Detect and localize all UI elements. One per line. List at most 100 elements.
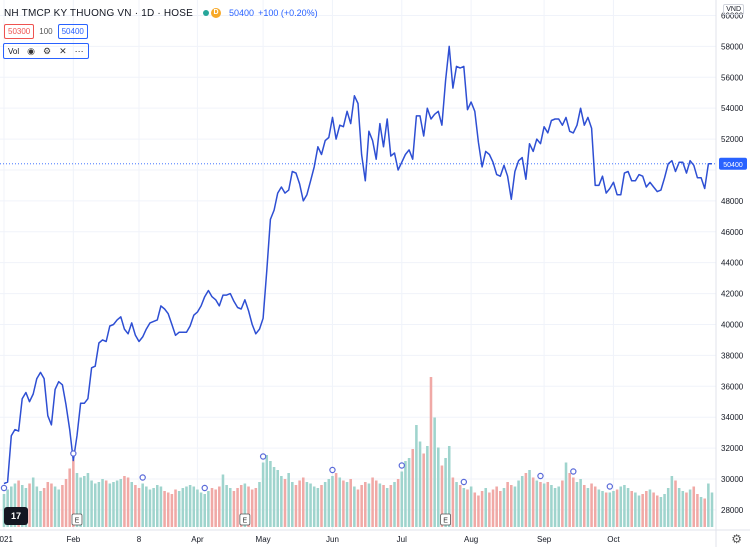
volume-bar (648, 489, 652, 527)
tradingview-logo[interactable]: 17 (4, 507, 28, 525)
volume-bar (269, 461, 272, 527)
volume-bar (101, 479, 104, 527)
earnings-marker (71, 513, 83, 526)
y-tick-label: 42000 (721, 290, 744, 299)
volume-bar (298, 480, 301, 527)
volume-bar (524, 473, 528, 527)
x-tick-label: Apr (191, 535, 204, 544)
y-tick-label: 54000 (721, 104, 744, 113)
volume-bar (312, 486, 316, 527)
market-status-dot (203, 10, 210, 16)
y-tick-label: 44000 (721, 259, 744, 268)
volume-bar (130, 482, 134, 527)
more-icon[interactable]: ⋯ (74, 45, 84, 56)
gear-icon[interactable]: ⚙ (42, 45, 52, 56)
volume-bar (148, 489, 152, 527)
bid-price[interactable]: 50300 (4, 24, 35, 39)
y-tick-label: 32000 (721, 444, 744, 453)
volume-bar (39, 491, 42, 527)
volume-bar (57, 489, 61, 527)
volume-bar (265, 455, 269, 527)
volume-bar (97, 482, 101, 527)
volume-bar (174, 489, 177, 527)
volume-bar (123, 476, 126, 527)
volume-bar (349, 479, 352, 527)
volume-bar (342, 480, 345, 527)
volume-bar (484, 488, 488, 527)
ask-price[interactable]: 50400 (57, 24, 88, 39)
volume-bar (568, 473, 571, 527)
volume-bar (477, 495, 480, 527)
volume-bar (531, 477, 535, 527)
volume-bar (564, 462, 568, 527)
symbol-title[interactable]: NH TMCP KY THUONG VN · 1D · HOSE (4, 7, 194, 19)
eye-icon[interactable]: ◉ (27, 45, 35, 56)
volume-bar (247, 486, 250, 527)
volume-bar (528, 470, 531, 527)
volume-bar (177, 491, 181, 527)
volume-bar (422, 453, 425, 527)
volume-bar (437, 447, 440, 527)
dividend-marker (70, 450, 77, 457)
currency-label[interactable]: VND (723, 4, 744, 15)
close-icon[interactable]: ✕ (59, 45, 67, 56)
volume-bar (53, 486, 57, 527)
volume-bar (50, 483, 53, 527)
x-tick-label: Feb (66, 535, 80, 544)
y-tick-label: 46000 (721, 228, 744, 237)
chart-header: NH TMCP KY THUONG VN · 1D · HOSE D 50400… (4, 6, 322, 20)
x-tick-label: Aug (464, 535, 478, 544)
volume-bar (393, 482, 396, 527)
volume-bar (550, 485, 553, 527)
y-tick-label: 36000 (721, 382, 744, 391)
volume-bar (685, 492, 688, 527)
volume-bar (170, 494, 174, 527)
volume-bar (688, 489, 692, 527)
volume-bar (652, 492, 655, 527)
volume-bar (542, 483, 546, 527)
volume-bar (458, 485, 462, 527)
volume-indicator-legend[interactable]: Vol ◉ ⚙ ✕ ⋯ (3, 43, 89, 59)
volume-bar (280, 476, 283, 527)
volume-bar (655, 495, 659, 527)
volume-bar (10, 486, 13, 527)
dividend-marker (329, 466, 336, 474)
volume-bar (112, 482, 115, 527)
volume-bar (506, 482, 509, 527)
data-delay-badge[interactable]: D (211, 8, 222, 18)
volume-bar (20, 485, 24, 527)
volume-bar (276, 470, 279, 527)
volume-bar (641, 494, 644, 527)
volume-bar (378, 483, 382, 527)
y-tick-label: 58000 (721, 42, 744, 51)
volume-bar (345, 482, 349, 527)
dividend-marker (259, 453, 267, 460)
y-tick-label: 30000 (721, 475, 744, 484)
settings-gear-icon[interactable]: ⚙ (731, 532, 742, 546)
volume-bar (663, 494, 666, 527)
volume-bar (480, 491, 484, 527)
volume-bar (535, 480, 539, 527)
volume-bar (199, 492, 203, 527)
volume-bar (301, 477, 305, 527)
volume-bar (353, 486, 356, 527)
volume-bar (287, 473, 290, 527)
volume-bar (93, 483, 97, 527)
volume-bar (137, 488, 141, 527)
volume-bar (575, 482, 579, 527)
volume-bar (17, 480, 20, 527)
volume-bar (258, 482, 261, 527)
volume-bar (243, 483, 247, 527)
volume-bar (645, 491, 648, 527)
volume-bar (601, 491, 604, 527)
volume-bar (692, 486, 696, 527)
volume-bar (291, 482, 294, 527)
y-tick-label: 52000 (721, 135, 744, 144)
dividend-marker (0, 484, 8, 492)
volume-bar (181, 488, 185, 527)
volume-bar (411, 449, 415, 527)
volume-bar (385, 488, 389, 527)
current-price-label: 50400 (723, 162, 743, 169)
volume-bar (166, 492, 170, 527)
